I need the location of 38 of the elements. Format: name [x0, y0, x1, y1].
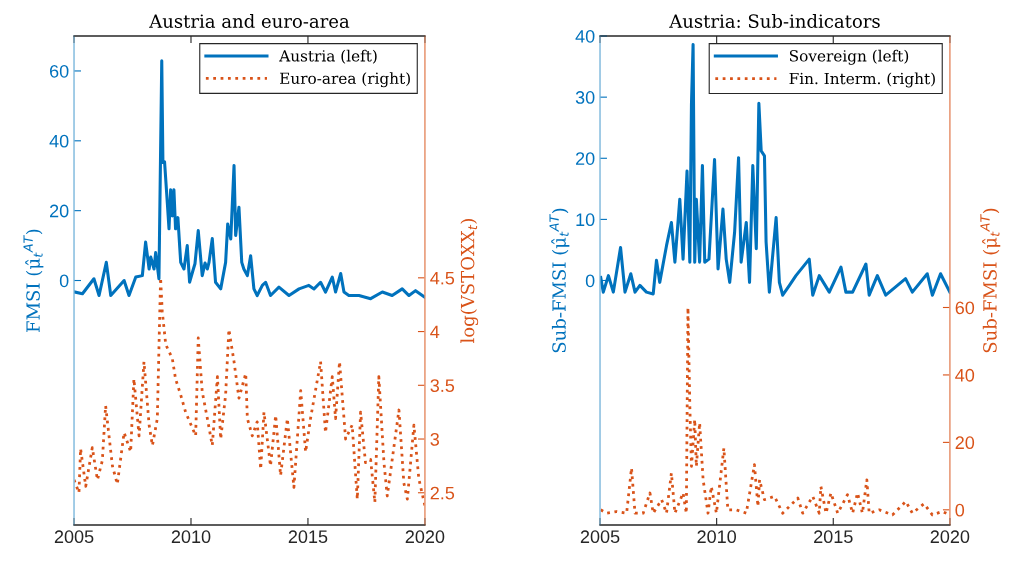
y2-axis-title: log(VSTOXX$_{t}$): [460, 219, 479, 344]
x-tick-label: 2005: [580, 530, 620, 544]
x-tick-label: 2015: [814, 530, 853, 544]
y2-tick-label: 2.5: [430, 486, 455, 500]
y-tick-label: 20: [50, 204, 69, 218]
legend-label: Euro-area (right): [280, 72, 410, 88]
legend-label: Sovereign (left): [789, 49, 909, 65]
y-tick-label: 30: [575, 91, 595, 104]
y2-tick-label: 4: [430, 325, 440, 339]
y2-tick-label: 0: [955, 503, 965, 517]
y-axis-title: Sub-FMSI (μ̂$_{t}$$^{AT}$): [549, 208, 570, 353]
y-tick-label: 10: [576, 213, 595, 227]
chart-title: Austria and euro-area: [149, 13, 350, 28]
y2-tick-label: 60: [955, 301, 975, 315]
y-tick-label: 20: [576, 152, 595, 165]
y2-tick-label: 40: [955, 368, 975, 382]
x-tick-label: 2010: [697, 530, 737, 544]
y-tick-label: 0: [585, 274, 595, 288]
y2-tick-label: 20: [955, 436, 975, 450]
x-tick-label: 2010: [171, 530, 211, 544]
y2-tick-label: 3.5: [430, 379, 455, 393]
y-tick-label: 0: [59, 274, 69, 288]
y-axis-title: FMSI (μ̂$_{t}$$^{AT}$): [23, 229, 44, 332]
line-series: [600, 43, 950, 297]
y-tick-label: 60: [50, 64, 69, 78]
y2-axis-title: Sub-FMSI (μ̂$_{t}$$^{AT}$): [980, 208, 1001, 353]
y2-tick-label: 3: [430, 432, 440, 446]
chart-title: Austria: Sub-indicators: [669, 13, 880, 28]
y-tick-label: 40: [49, 134, 69, 148]
x-tick-label: 2005: [54, 530, 94, 544]
line-series: [600, 306, 950, 517]
y-tick-label: 40: [575, 29, 595, 43]
legend-label: Fin. Interm. (right): [789, 72, 935, 88]
x-tick-label: 2020: [930, 530, 970, 544]
x-tick-label: 2020: [405, 530, 445, 544]
legend-label: Austria (left): [279, 49, 377, 64]
x-tick-label: 2015: [288, 530, 328, 544]
y2-tick-label: 4.5: [430, 271, 455, 285]
